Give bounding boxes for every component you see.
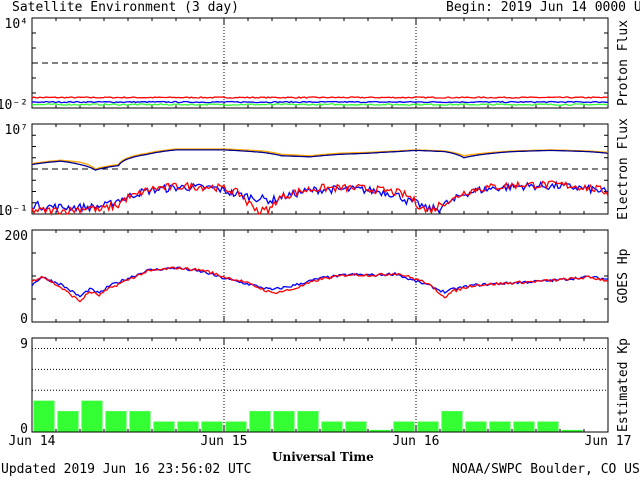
series-line-navy (31, 149, 609, 171)
y-tick-label: 0 (20, 312, 28, 327)
kp-bar (177, 421, 199, 432)
panel-frame-top (31, 337, 609, 433)
begin-time: Begin: 2019 Jun 14 0000 UTC (446, 0, 640, 15)
kp-bar (57, 411, 79, 432)
y-tick-label: 10⁻² (0, 98, 28, 113)
y-axis-label-electron: Electron Flux (616, 118, 631, 220)
panel-frame-proton (31, 17, 609, 109)
x-tick-label: Jun 16 (393, 434, 440, 449)
x-tick-label: Jun 17 (585, 434, 632, 449)
kp-bar (105, 411, 127, 432)
y-tick-label: 10⁴ (5, 17, 28, 32)
kp-bar (465, 421, 487, 432)
x-tick-label: Jun 14 (9, 434, 56, 449)
kp-bar (393, 421, 415, 432)
updated-timestamp: Updated 2019 Jun 16 23:56:02 UTC (1, 462, 252, 477)
kp-bar (561, 429, 583, 432)
kp-bar (297, 411, 319, 432)
kp-bar (201, 421, 223, 432)
series-line-blue (31, 266, 609, 298)
kp-bar (273, 411, 295, 432)
kp-bar (129, 411, 151, 432)
y-tick-label: 0 (20, 422, 28, 437)
kp-bar (345, 421, 367, 432)
x-axis-title: Universal Time (272, 450, 374, 464)
y-axis-label-proton: Proton Flux (616, 20, 631, 106)
y-tick-label: 10⁷ (5, 123, 28, 138)
y-tick-label: 200 (5, 229, 28, 244)
kp-bar (441, 411, 463, 432)
y-tick-label: 9 (20, 337, 28, 352)
series-line-green (31, 103, 609, 107)
kp-bar (537, 421, 559, 432)
kp-bar (225, 421, 247, 432)
series-line-blue (31, 100, 608, 104)
y-tick-label: 10⁻¹ (0, 204, 28, 219)
kp-bar (417, 421, 439, 432)
series-line-red (31, 96, 609, 99)
kp-bar (249, 411, 271, 432)
kp-bar (321, 421, 343, 432)
kp-bar (33, 400, 55, 432)
kp-bar (513, 421, 535, 432)
kp-bar (81, 400, 103, 432)
series-line-red (31, 180, 609, 216)
kp-bar (153, 421, 175, 432)
series-line-red (31, 266, 609, 303)
chart-title: Satellite Environment (3 day) (12, 0, 239, 15)
y-axis-label-estimated-kp: Estimated Kp (616, 338, 631, 432)
x-tick-label: Jun 15 (201, 434, 248, 449)
kp-bar (489, 421, 511, 432)
panel-frame-goes-hp (31, 229, 609, 323)
kp-bar (369, 429, 391, 432)
credit: NOAA/SWPC Boulder, CO USA (452, 462, 640, 477)
y-axis-label-goes-hp: GOES Hp (616, 248, 631, 303)
